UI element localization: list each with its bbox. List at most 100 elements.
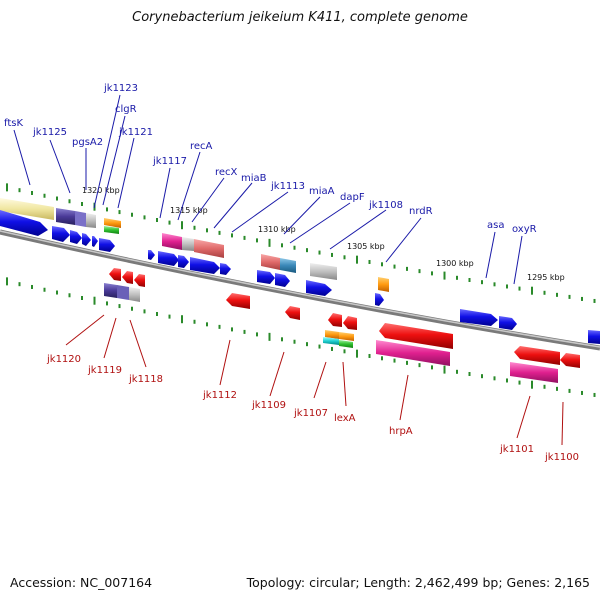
scale-tick bbox=[193, 225, 196, 230]
gene-block bbox=[325, 330, 339, 339]
gene-label: hrpA bbox=[389, 426, 413, 437]
leader-line bbox=[129, 319, 147, 368]
scale-tick bbox=[231, 327, 233, 332]
gene-arrow bbox=[92, 236, 98, 247]
leader-line bbox=[13, 129, 31, 186]
scale-tick bbox=[493, 376, 496, 381]
scale-tick bbox=[381, 262, 383, 267]
gene-arrow bbox=[257, 270, 275, 284]
genome-backbone bbox=[0, 229, 600, 351]
scale-tick bbox=[531, 286, 533, 295]
leader-line bbox=[49, 139, 71, 194]
gene-label: jk1108 bbox=[368, 200, 403, 211]
scale-tick bbox=[218, 230, 221, 235]
scale-tick bbox=[393, 358, 396, 363]
scale-label: 1305 kbp bbox=[347, 242, 385, 251]
leader-line bbox=[93, 94, 121, 209]
gene-label: jk1119 bbox=[87, 365, 122, 376]
scale-tick bbox=[18, 188, 21, 193]
scale-tick bbox=[56, 290, 58, 295]
bottom-gene-labels: jk1120 jk1119 jk1118 jk1112 jk1109 jk110… bbox=[46, 354, 579, 463]
scale-tick bbox=[118, 210, 121, 215]
gene-arrow bbox=[70, 230, 82, 244]
scale-tick bbox=[456, 275, 458, 280]
scale-tick bbox=[556, 292, 558, 297]
scale-tick bbox=[218, 324, 221, 329]
scale-tick bbox=[181, 315, 183, 324]
gene-label: jk1101 bbox=[499, 444, 534, 455]
gene-arrow bbox=[148, 250, 155, 260]
gene-label: dapF bbox=[340, 192, 365, 203]
leader-line bbox=[177, 151, 201, 221]
gene-label: lexA bbox=[334, 413, 356, 424]
gene-label: jk1107 bbox=[293, 408, 328, 419]
scale-tick bbox=[31, 284, 33, 289]
gene-block bbox=[194, 239, 224, 258]
gene-label: jk1120 bbox=[46, 354, 81, 365]
scale-tick bbox=[406, 266, 408, 271]
gene-arrow-rev bbox=[285, 306, 300, 320]
scale-tick bbox=[256, 238, 258, 243]
tick-row-top bbox=[6, 183, 596, 303]
gene-arrow-rev bbox=[514, 346, 560, 365]
scale-tick bbox=[6, 183, 8, 192]
scale-label: 1310 kbp bbox=[258, 225, 296, 234]
scale-tick bbox=[556, 386, 558, 391]
gene-arrow bbox=[158, 251, 179, 266]
scale-tick bbox=[93, 296, 96, 305]
scale-tick bbox=[306, 342, 308, 347]
scale-tick bbox=[431, 271, 433, 276]
scale-tick bbox=[168, 220, 171, 225]
gene-block bbox=[104, 283, 117, 298]
bottom-label-leaders bbox=[65, 314, 564, 446]
scale-label: 1320 kbp bbox=[82, 186, 120, 195]
gene-block bbox=[117, 285, 129, 300]
scale-tick bbox=[443, 271, 446, 280]
gene-arrow bbox=[375, 293, 384, 306]
leader-line bbox=[313, 361, 327, 399]
scale-tick bbox=[331, 252, 333, 257]
gene-hrpa-block bbox=[376, 340, 450, 366]
scale-tick bbox=[68, 293, 71, 298]
scale-tick bbox=[368, 259, 371, 264]
scale-tick bbox=[493, 282, 496, 287]
scale-tick bbox=[406, 360, 408, 365]
scale-label: 1315 kbp bbox=[170, 206, 208, 215]
gene-arrow bbox=[82, 233, 91, 246]
leader-line bbox=[289, 202, 351, 244]
leader-line bbox=[231, 191, 289, 233]
scale-tick bbox=[506, 284, 508, 289]
scale-tick bbox=[6, 277, 8, 286]
gene-hrpa-arrow bbox=[379, 323, 453, 349]
leader-line bbox=[342, 361, 347, 407]
leader-line bbox=[283, 196, 321, 235]
gene-arrow-rev bbox=[560, 353, 580, 368]
top-label-leaders bbox=[13, 94, 523, 285]
scale-label: 1300 kbp bbox=[436, 259, 474, 268]
scale-tick bbox=[343, 349, 346, 354]
scale-tick bbox=[43, 193, 46, 198]
scale-tick bbox=[393, 264, 396, 269]
scale-tick bbox=[43, 287, 46, 292]
gene-label: oxyR bbox=[512, 224, 537, 235]
gene-block bbox=[339, 340, 353, 348]
leader-line bbox=[561, 401, 564, 446]
scale-tick bbox=[168, 314, 171, 319]
gene-arrow bbox=[588, 330, 600, 344]
scale-tick bbox=[518, 380, 521, 385]
scale-tick bbox=[106, 207, 108, 212]
tick-row-bottom bbox=[6, 277, 596, 397]
top-gene-labels: ftsK jk1125 pgsA2 jk1123 clgR jk1121 jk1… bbox=[4, 83, 537, 235]
scale-tick bbox=[331, 346, 333, 351]
gene-arrow-rev bbox=[122, 271, 133, 284]
leader-line bbox=[219, 339, 231, 386]
scale-tick bbox=[143, 215, 146, 220]
leader-line bbox=[513, 235, 523, 285]
gene-label: jk1100 bbox=[544, 452, 579, 463]
gene-block bbox=[104, 226, 119, 234]
scale-tick bbox=[318, 344, 321, 349]
scale-tick bbox=[31, 190, 33, 195]
scale-tick bbox=[268, 332, 271, 341]
gene-arrow bbox=[99, 238, 115, 252]
